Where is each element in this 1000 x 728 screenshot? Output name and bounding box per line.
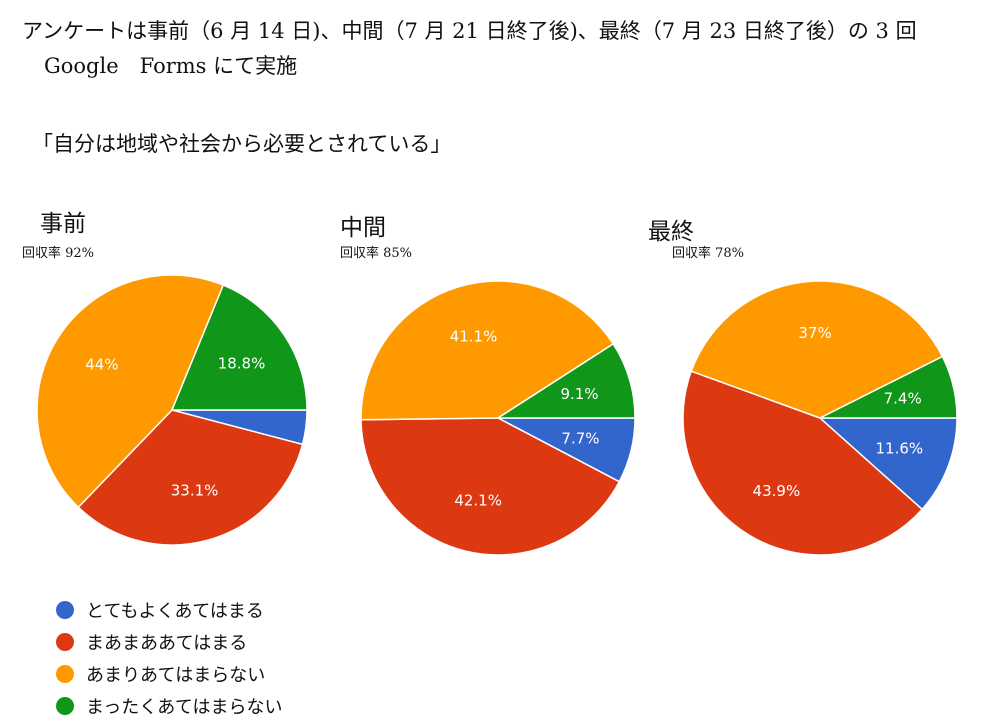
slice-data-label: 18.8% <box>218 354 266 372</box>
intro-line-1: アンケートは事前（6 月 14 日)、中間（7 月 21 日終了後)、最終（7 … <box>22 19 917 43</box>
legend-swatch-icon <box>56 601 74 619</box>
chart-legend: とてもよくあてはまる まあまああてはまる あまりあてはまらない まったくあてはま… <box>56 594 283 722</box>
pie-slice <box>36 274 225 509</box>
chart-title-mid: 中間 <box>340 215 386 241</box>
pie-slice <box>690 280 944 419</box>
legend-label: まあまああてはまる <box>86 633 248 654</box>
legend-label: あまりあてはまらない <box>86 665 266 686</box>
slice-data-label: 7.4% <box>884 389 922 407</box>
chart-rate-pre: 回収率 92% <box>22 246 95 261</box>
slice-data-label: 9.1% <box>560 385 598 403</box>
legend-swatch-icon <box>56 633 74 651</box>
chart-rate-mid: 回収率 85% <box>340 246 413 261</box>
legend-item: まあまああてはまる <box>56 626 283 658</box>
legend-item: まったくあてはまらない <box>56 690 283 722</box>
chart-title-pre: 事前 <box>40 211 86 237</box>
legend-label: まったくあてはまらない <box>86 697 283 718</box>
slice-data-label: 41.1% <box>450 328 498 346</box>
slice-data-label: 11.6% <box>876 439 924 457</box>
slice-data-label: 42.1% <box>454 492 502 510</box>
pie-slice <box>360 417 621 556</box>
legend-swatch-icon <box>56 697 74 715</box>
pie-slice <box>495 342 636 419</box>
intro-text: アンケートは事前（6 月 14 日)、中間（7 月 21 日終了後)、最終（7 … <box>22 14 917 84</box>
chart-title-final: 最終 <box>648 219 694 245</box>
legend-swatch-icon <box>56 665 74 683</box>
pie-slice <box>682 370 924 556</box>
pie-slice <box>170 284 308 411</box>
slice-data-label: 33.1% <box>171 482 219 500</box>
chart-rate-final: 回収率 78% <box>672 246 745 261</box>
legend-item: あまりあてはまらない <box>56 658 283 690</box>
slice-data-label: 37% <box>798 324 831 342</box>
slice-data-label: 43.9% <box>753 482 801 500</box>
slice-data-label: 44% <box>85 355 118 373</box>
slice-data-label: 7.7% <box>561 429 599 447</box>
legend-item: とてもよくあてはまる <box>56 594 283 626</box>
survey-question: 「自分は地域や社会から必要とされている」 <box>32 132 452 156</box>
pie-slice <box>77 409 304 546</box>
pie-slice <box>360 280 615 421</box>
pie-slice <box>818 417 958 511</box>
legend-label: とてもよくあてはまる <box>86 601 264 622</box>
pie-slice <box>819 355 958 419</box>
intro-line-2: Google Forms にて実施 <box>44 54 298 78</box>
